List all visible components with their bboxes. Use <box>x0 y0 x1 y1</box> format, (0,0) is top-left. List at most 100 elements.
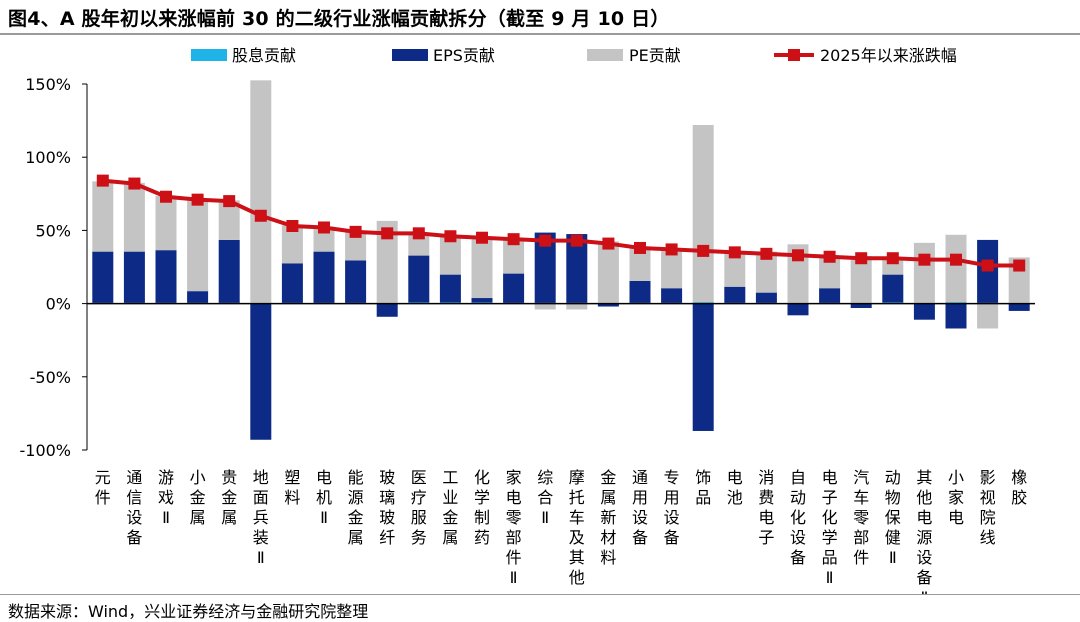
x-tick-label: 自动化设备 <box>790 468 806 567</box>
eps-bar <box>913 303 935 320</box>
x-tick-char: Ⅱ <box>162 508 170 527</box>
x-tick-char: 备 <box>632 528 648 547</box>
total-return-marker <box>507 233 520 246</box>
x-tick-label: 能源金属 <box>348 468 364 547</box>
pe-bar <box>345 231 367 261</box>
y-tick-label: 100% <box>25 148 71 167</box>
eps-bar <box>250 303 272 440</box>
x-tick-char: 金 <box>221 488 237 507</box>
total-return-marker <box>918 253 931 266</box>
x-tick-label: 工业金属 <box>442 468 458 547</box>
x-tick-char: Ⅱ <box>889 548 897 567</box>
x-tick-char: 设 <box>916 548 932 567</box>
x-tick-char: 属 <box>348 528 364 547</box>
x-tick-label: 专用设备 <box>664 468 680 547</box>
x-tick-char: 电 <box>948 508 964 527</box>
total-return-marker <box>792 249 804 262</box>
x-tick-char: 影 <box>980 468 996 487</box>
pe-bar <box>218 200 240 240</box>
x-tick-char: 综 <box>537 468 553 487</box>
x-tick-char: 他 <box>916 488 932 507</box>
x-tick-char: 托 <box>569 488 585 507</box>
x-tick-char: 源 <box>348 488 364 507</box>
total-return-marker <box>570 234 583 247</box>
x-tick-char: Ⅱ <box>826 568 834 587</box>
x-tick-char: 用 <box>632 488 648 507</box>
x-tick-char: 件 <box>506 548 522 567</box>
x-tick-char: 机 <box>316 488 332 507</box>
x-tick-char: 费 <box>758 488 774 507</box>
y-tick-label: 150% <box>25 75 71 94</box>
eps-bar <box>597 303 619 307</box>
x-tick-char: 备 <box>664 528 680 547</box>
x-tick-char: 线 <box>980 528 996 547</box>
x-tick-char: Ⅱ <box>320 508 328 527</box>
x-tick-char: 备 <box>126 528 142 547</box>
x-tick-label: 汽车零部件 <box>853 468 869 567</box>
total-return-marker <box>286 220 299 233</box>
x-tick-char: 电 <box>316 468 332 487</box>
x-tick-char: 零 <box>506 508 522 527</box>
x-tick-label: 综合 Ⅱ <box>537 468 553 527</box>
x-tick-char: 件 <box>95 488 111 507</box>
x-tick-label: 通信设备 <box>126 468 142 547</box>
total-return-marker <box>697 244 710 257</box>
pe-bar <box>123 182 145 252</box>
x-tick-char: 金 <box>442 508 458 527</box>
x-tick-char: Ⅱ <box>920 588 928 594</box>
eps-bar <box>566 234 588 303</box>
x-tick-char: 家 <box>948 488 964 507</box>
pe-bar <box>661 248 683 289</box>
x-tick-label: 饰品 <box>695 468 711 507</box>
x-tick-char: 电 <box>916 508 932 527</box>
x-tick-char: 电 <box>506 488 522 507</box>
x-tick-char: 视 <box>980 488 996 507</box>
x-tick-char: 品 <box>695 488 711 507</box>
eps-bar <box>503 273 525 303</box>
x-tick-label: 小金属 <box>190 468 206 527</box>
total-return-marker <box>602 237 615 250</box>
x-tick-char: 源 <box>916 528 932 547</box>
legend-swatch-dividend <box>191 49 227 61</box>
pe-bar <box>692 124 714 303</box>
pe-bar <box>977 303 999 329</box>
x-tick-label: 电池 <box>727 468 743 507</box>
total-return-marker <box>981 259 994 272</box>
legend-swatch-eps <box>392 49 428 61</box>
x-tick-label: 医疗服务 <box>411 468 427 547</box>
x-tick-char: 健 <box>885 528 901 547</box>
x-tick-label: 橡胶 <box>1011 468 1027 507</box>
eps-bar <box>439 274 461 303</box>
total-return-marker <box>1013 259 1026 272</box>
total-return-marker <box>665 243 678 256</box>
x-tick-label: 玻璃玻纤 <box>379 468 395 547</box>
eps-bar <box>692 303 714 431</box>
x-tick-char: 合 <box>537 488 553 507</box>
y-tick-label: -100% <box>19 441 71 460</box>
x-tick-char: 其 <box>569 548 585 567</box>
x-tick-char: 戏 <box>158 488 174 507</box>
x-tick-char: 元 <box>95 468 111 487</box>
bars <box>92 80 1030 440</box>
x-tick-char: 动 <box>790 488 806 507</box>
chart-title: 图4、A 股年初以来涨幅前 30 的二级行业涨幅贡献拆分（截至 9 月 10 日… <box>8 8 670 30</box>
x-tick-char: 金 <box>600 468 616 487</box>
x-tick-char: 小 <box>948 468 964 487</box>
x-tick-char: 料 <box>600 548 616 567</box>
x-tick-char: 部 <box>853 528 869 547</box>
x-tick-label: 游戏 Ⅱ <box>158 468 174 527</box>
x-tick-char: 品 <box>822 548 838 567</box>
eps-bar <box>218 239 240 303</box>
x-tick-char: 服 <box>411 508 427 527</box>
pe-bar <box>597 241 619 303</box>
eps-bar <box>123 251 145 303</box>
eps-bar <box>819 288 841 303</box>
x-tick-char: 摩 <box>569 468 585 487</box>
eps-bar <box>1008 303 1030 311</box>
total-return-marker <box>886 252 899 265</box>
x-tick-char: 设 <box>790 528 806 547</box>
pe-bar <box>724 251 746 287</box>
eps-bar <box>882 274 904 303</box>
pe-bar <box>819 256 841 289</box>
x-tick-char: 业 <box>442 488 458 507</box>
